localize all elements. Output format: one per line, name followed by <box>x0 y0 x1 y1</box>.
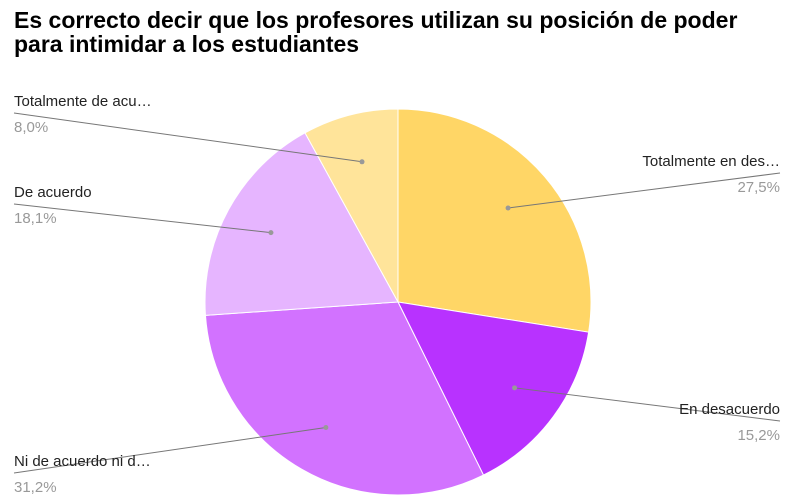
leader-dot <box>268 230 274 236</box>
leader-line <box>514 387 781 422</box>
slice-label: Totalmente de acu… <box>14 93 152 110</box>
slice-label: Totalmente en des… <box>642 153 780 170</box>
leader-dot <box>512 385 518 391</box>
leader-line <box>13 112 363 163</box>
pie-slice <box>204 301 485 496</box>
slice-label: En desacuerdo <box>679 401 780 418</box>
leader-line <box>13 427 326 474</box>
pie-slice <box>204 132 399 316</box>
leader-dot <box>323 425 329 431</box>
leader-dot <box>505 205 511 211</box>
leader-line <box>13 203 271 234</box>
leader-line <box>508 172 781 209</box>
pie-slice <box>397 108 592 333</box>
slice-value-label: 8,0% <box>14 119 48 136</box>
slice-value-label: 31,2% <box>14 479 57 496</box>
slice-value-label: 18,1% <box>14 210 57 227</box>
slice-value-label: 27,5% <box>737 179 780 196</box>
slice-value-label: 15,2% <box>737 427 780 444</box>
pie-slice <box>397 301 590 476</box>
slice-label: Ni de acuerdo ni d… <box>14 453 151 470</box>
leader-dot <box>359 159 365 165</box>
slice-label: De acuerdo <box>14 184 92 201</box>
chart-title: Es correcto decir que los profesores uti… <box>14 7 738 57</box>
